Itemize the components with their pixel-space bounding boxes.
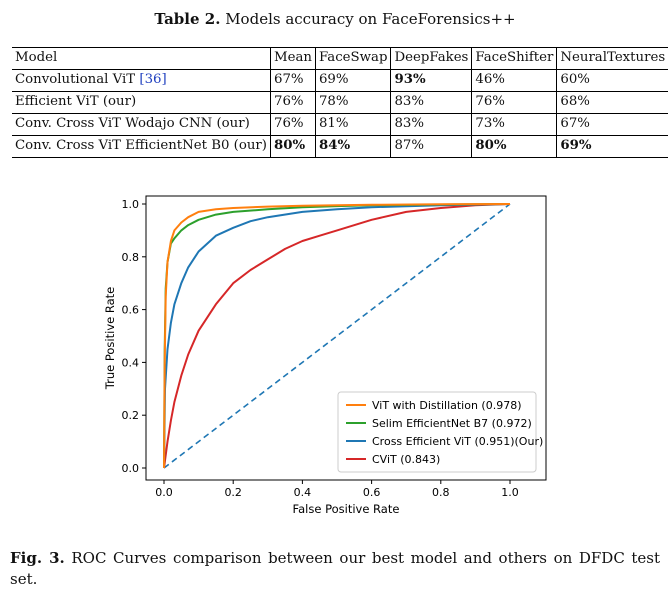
chance-diagonal-line	[163, 203, 511, 469]
y-tick-label: 0.2	[122, 409, 140, 422]
table-header-row: Model Mean FaceSwap DeepFakes FaceShifte…	[12, 47, 669, 70]
y-tick-label: 0.8	[122, 251, 140, 264]
figure-label: Fig. 3.	[10, 549, 65, 567]
series-line	[163, 203, 511, 469]
series-line	[163, 203, 511, 469]
value-cell: 83%	[390, 113, 472, 136]
value-cell: 73%	[471, 113, 557, 136]
value-cell-best: 93%	[390, 69, 472, 92]
col-header-faceshifter: FaceShifter	[471, 47, 557, 70]
roc-chart: 0.0 0.2 0.4 0.6 0.8 1.0 0.0 0.2 0.4 0.6 0.8 1.0 Fals…	[103, 195, 547, 516]
model-name: Convolutional ViT	[15, 72, 136, 87]
table-caption: Table 2. Models accuracy on FaceForensic…	[0, 10, 670, 28]
value-cell: 46%	[471, 69, 557, 92]
col-header-neuraltextures: NeuralTextures	[556, 47, 669, 70]
legend-box	[337, 391, 537, 473]
value-cell: 76%	[269, 91, 316, 114]
x-tick-label: 0.4	[294, 486, 312, 499]
value-cell: 83%	[390, 91, 472, 114]
x-tick-label: 0.2	[224, 486, 242, 499]
y-tick-label: 0.0	[122, 462, 140, 475]
series-line	[163, 203, 511, 469]
value-cell-best: 69%	[556, 135, 669, 158]
x-axis-label: False Positive Rate	[293, 502, 400, 516]
value-cell-best: 84%	[314, 135, 391, 158]
citation-link[interactable]: [36]	[139, 72, 167, 87]
table-row: Conv. Cross ViT Wodajo CNN (our) 76% 81%…	[12, 113, 669, 136]
y-tick-label: 0.4	[122, 356, 140, 369]
model-cell: Conv. Cross ViT EfficientNet B0 (our)	[15, 138, 267, 153]
legend-entry: ViT with Distillation (0.978)	[372, 399, 522, 412]
y-axis-label: True Positive Rate	[103, 287, 117, 390]
figure-caption: Fig. 3. ROC Curves comparison between ou…	[10, 548, 660, 590]
table-row: Conv. Cross ViT EfficientNet B0 (our) 80…	[12, 135, 669, 158]
value-cell: 60%	[556, 69, 669, 92]
model-cell: Convolutional ViT [36]	[12, 70, 270, 92]
x-tick-label: 0.8	[432, 486, 450, 499]
legend-entry: CViT (0.843)	[372, 453, 440, 466]
figure-caption-text: ROC Curves comparison between our best m…	[10, 549, 661, 588]
model-cell: Efficient ViT (our)	[15, 94, 137, 109]
x-tick-label: 1.0	[501, 486, 519, 499]
table-row: Efficient ViT (our) 76% 78% 83% 76% 68%	[12, 91, 669, 114]
y-tick-label: 1.0	[122, 198, 140, 211]
value-cell: 87%	[390, 135, 472, 158]
col-header-mean: Mean	[269, 47, 316, 70]
value-cell: 81%	[314, 113, 391, 136]
legend-entry: Cross Efficient ViT (0.951)(Our)	[372, 435, 543, 448]
col-header-model: Model	[12, 47, 271, 70]
col-header-deepfakes: DeepFakes	[390, 47, 472, 70]
value-cell: 78%	[314, 91, 391, 114]
x-tick-label: 0.6	[363, 486, 381, 499]
value-cell: 67%	[269, 69, 316, 92]
value-cell: 67%	[556, 113, 669, 136]
value-cell: 76%	[269, 113, 316, 136]
y-tick-label: 0.6	[122, 304, 140, 317]
legend-entry: Selim EfficientNet B7 (0.972)	[372, 417, 532, 430]
model-cell: Conv. Cross ViT Wodajo CNN (our)	[15, 116, 250, 131]
value-cell: 69%	[314, 69, 391, 92]
accuracy-table: Model Mean FaceSwap DeepFakes FaceShifte…	[12, 47, 669, 158]
table-row: Convolutional ViT [36] 67% 69% 93% 46% 6…	[12, 69, 669, 92]
value-cell: 76%	[471, 91, 557, 114]
value-cell-best: 80%	[269, 135, 316, 158]
table-title: Models accuracy on FaceForensics++	[225, 10, 516, 28]
col-header-faceswap: FaceSwap	[314, 47, 391, 70]
x-tick-label: 0.0	[155, 486, 173, 499]
table-label: Table 2.	[154, 10, 221, 28]
value-cell-best: 80%	[471, 135, 557, 158]
value-cell: 68%	[556, 91, 669, 114]
